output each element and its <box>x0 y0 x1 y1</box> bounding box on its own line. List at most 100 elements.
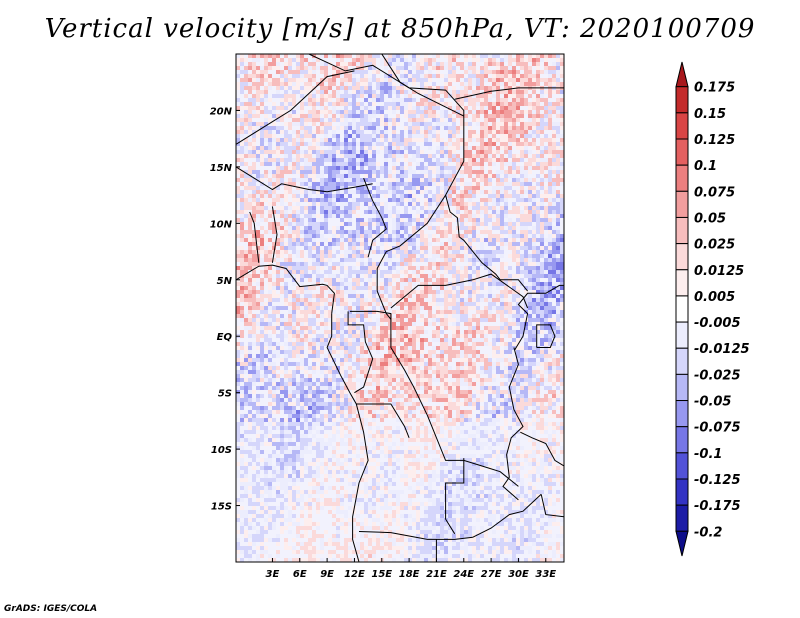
field-cell <box>304 74 308 78</box>
field-cell <box>360 166 364 170</box>
field-cell <box>496 294 500 298</box>
field-cell <box>500 126 504 130</box>
field-cell <box>308 118 312 122</box>
field-cell <box>368 342 372 346</box>
field-cell <box>488 234 492 238</box>
field-cell <box>480 314 484 318</box>
field-cell <box>536 310 540 314</box>
field-cell <box>536 286 540 290</box>
field-cell <box>428 286 432 290</box>
field-cell <box>420 250 424 254</box>
field-cell <box>456 126 460 130</box>
field-cell <box>528 118 532 122</box>
field-cell <box>276 318 280 322</box>
field-cell <box>560 206 564 210</box>
field-cell <box>404 166 408 170</box>
field-cell <box>360 194 364 198</box>
field-cell <box>516 138 520 142</box>
field-cell <box>336 346 340 350</box>
field-cell <box>416 266 420 270</box>
field-cell <box>384 326 388 330</box>
field-cell <box>236 130 240 134</box>
field-cell <box>516 214 520 218</box>
field-cell <box>280 226 284 230</box>
field-cell <box>252 242 256 246</box>
field-cell <box>244 82 248 86</box>
field-cell <box>444 350 448 354</box>
field-cell <box>292 70 296 74</box>
field-cell <box>472 130 476 134</box>
field-cell <box>496 314 500 318</box>
field-cell <box>424 174 428 178</box>
field-cell <box>360 190 364 194</box>
field-cell <box>552 150 556 154</box>
field-cell <box>400 146 404 150</box>
field-cell <box>524 238 528 242</box>
field-cell <box>416 174 420 178</box>
field-cell <box>276 138 280 142</box>
field-cell <box>504 118 508 122</box>
field-cell <box>268 226 272 230</box>
field-cell <box>560 262 564 266</box>
field-cell <box>536 130 540 134</box>
field-cell <box>416 198 420 202</box>
field-cell <box>532 326 536 330</box>
field-cell <box>344 302 348 306</box>
field-cell <box>556 158 560 162</box>
field-cell <box>284 210 288 214</box>
field-cell <box>348 206 352 210</box>
field-cell <box>244 94 248 98</box>
field-cell <box>300 106 304 110</box>
field-cell <box>540 254 544 258</box>
field-cell <box>496 346 500 350</box>
field-cell <box>312 150 316 154</box>
field-cell <box>476 58 480 62</box>
field-cell <box>472 170 476 174</box>
field-cell <box>396 298 400 302</box>
field-cell <box>464 86 468 90</box>
field-cell <box>544 106 548 110</box>
field-cell <box>352 182 356 186</box>
field-cell <box>476 206 480 210</box>
field-cell <box>324 330 328 334</box>
field-cell <box>396 186 400 190</box>
field-cell <box>380 98 384 102</box>
field-cell <box>544 102 548 106</box>
field-cell <box>260 262 264 266</box>
field-cell <box>248 66 252 70</box>
field-cell <box>448 102 452 106</box>
field-cell <box>352 90 356 94</box>
field-cell <box>268 254 272 258</box>
field-cell <box>256 82 260 86</box>
field-cell <box>372 98 376 102</box>
field-cell <box>428 142 432 146</box>
field-cell <box>332 74 336 78</box>
field-cell <box>388 86 392 90</box>
field-cell <box>436 126 440 130</box>
field-cell <box>396 190 400 194</box>
field-cell <box>548 238 552 242</box>
field-cell <box>484 254 488 258</box>
field-cell <box>324 182 328 186</box>
field-cell <box>428 258 432 262</box>
field-cell <box>364 170 368 174</box>
field-cell <box>456 202 460 206</box>
field-cell <box>336 146 340 150</box>
field-cell <box>560 62 564 66</box>
field-cell <box>524 254 528 258</box>
field-cell <box>256 122 260 126</box>
field-cell <box>256 66 260 70</box>
field-cell <box>492 110 496 114</box>
field-cell <box>384 254 388 258</box>
field-cell <box>500 102 504 106</box>
field-cell <box>368 234 372 238</box>
field-cell <box>500 74 504 78</box>
field-cell <box>388 170 392 174</box>
field-cell <box>368 218 372 222</box>
field-cell <box>264 218 268 222</box>
field-cell <box>352 230 356 234</box>
field-cell <box>512 230 516 234</box>
field-cell <box>252 150 256 154</box>
field-cell <box>360 242 364 246</box>
field-cell <box>348 110 352 114</box>
